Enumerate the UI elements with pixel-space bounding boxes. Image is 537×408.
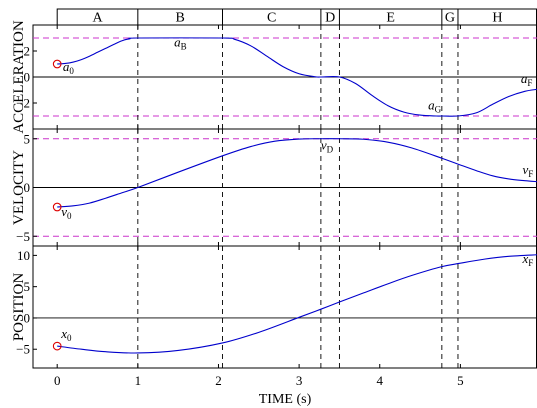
y-tick-label: 0 — [24, 70, 31, 85]
y-tick-label: −2 — [16, 96, 30, 111]
annotation-label: vD — [321, 137, 334, 154]
x-axis: TIME (s) 0 1 2 3 4 5 — [54, 373, 464, 407]
x-tick-label: 3 — [296, 373, 303, 388]
panel-frame — [32, 245, 537, 369]
y-tick-label: −5 — [16, 342, 30, 357]
x-axis-label: TIME (s) — [259, 392, 312, 407]
y-tick-label: 0 — [24, 180, 31, 195]
annotation-label: aF — [521, 71, 533, 88]
phase-label: H — [492, 11, 502, 26]
initial-point-marker — [52, 341, 62, 351]
phase-label: C — [267, 11, 276, 26]
y-tick-label: 5 — [24, 279, 31, 294]
phase-label: A — [92, 11, 103, 26]
annotation-label: v0 — [61, 204, 72, 221]
x-tick-label: 1 — [135, 373, 142, 388]
phase-label: B — [175, 11, 184, 26]
annotation-label: aG — [428, 98, 442, 115]
annotation-label: a0 — [63, 59, 75, 76]
panel-velocity: 5 0 −5 VELOCITY v0 vD vF — [11, 128, 537, 247]
annotation-label: vF — [522, 162, 533, 179]
x-tick-label: 4 — [377, 373, 384, 388]
y-tick-label: 0 — [24, 310, 31, 325]
x-tick-label: 2 — [215, 373, 222, 388]
x-tick-label: 5 — [457, 373, 464, 388]
annotation-label: xF — [521, 251, 533, 268]
y-tick-label: −5 — [16, 229, 30, 244]
phase-label: D — [325, 11, 335, 26]
phase-label: E — [386, 11, 395, 26]
phase-header-box — [56, 8, 537, 26]
phase-label: G — [445, 11, 455, 26]
initial-point-marker — [52, 59, 62, 69]
y-axis-label: POSITION — [11, 273, 27, 342]
y-tick-label: 2 — [24, 44, 31, 59]
series-line — [57, 37, 537, 117]
annotation-label: aB — [174, 34, 187, 51]
y-tick-label: 5 — [24, 131, 31, 146]
y-axis-label: ACCELERATION — [11, 20, 27, 133]
initial-point-marker — [52, 202, 62, 212]
series-line — [57, 138, 537, 208]
x-tick-label: 0 — [54, 373, 61, 388]
y-axis-label: VELOCITY — [11, 150, 27, 225]
series-line — [57, 254, 537, 354]
y-tick-label: 10 — [17, 248, 30, 263]
annotation-label: x0 — [60, 326, 72, 343]
